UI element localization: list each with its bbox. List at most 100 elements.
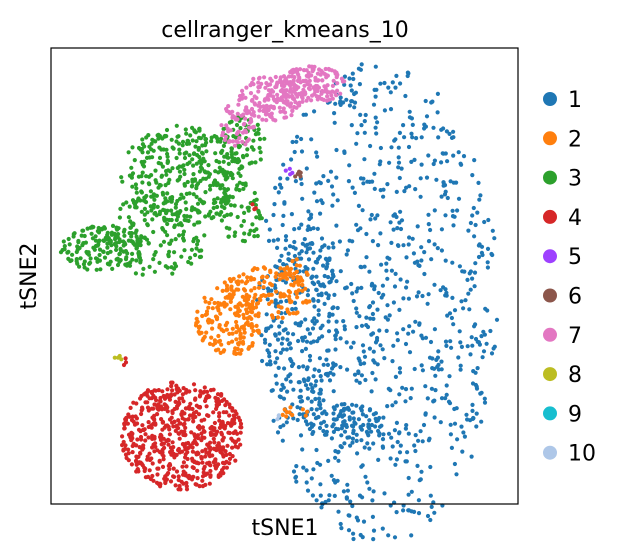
legend-label-1: 1: [568, 88, 582, 113]
point-cluster-1: [299, 181, 304, 187]
point-cluster-4: [238, 442, 243, 447]
point-cluster-3: [215, 136, 220, 141]
point-cluster-1: [491, 346, 496, 351]
point-cluster-3: [160, 164, 165, 169]
point-cluster-4: [170, 388, 175, 393]
point-cluster-4: [202, 385, 207, 390]
point-cluster-3: [182, 248, 187, 253]
point-cluster-1: [458, 363, 463, 368]
point-cluster-3: [98, 267, 103, 272]
point-cluster-1: [387, 256, 392, 261]
point-cluster-1: [303, 317, 308, 322]
point-cluster-1: [484, 341, 489, 346]
point-cluster-4: [213, 458, 218, 463]
point-cluster-1: [367, 269, 372, 274]
point-cluster-1: [299, 399, 305, 404]
point-cluster-4: [184, 464, 189, 469]
point-cluster-4: [200, 484, 205, 489]
point-cluster-7: [256, 103, 262, 108]
point-cluster-1: [451, 180, 456, 185]
point-cluster-1: [470, 213, 475, 218]
point-cluster-1: [398, 226, 404, 232]
point-cluster-7: [296, 78, 301, 84]
point-cluster-3: [163, 200, 168, 205]
point-cluster-7: [308, 83, 313, 88]
point-cluster-1: [271, 212, 276, 218]
legend-label-3: 3: [568, 167, 582, 192]
point-cluster-1: [264, 312, 269, 317]
point-cluster-2: [246, 346, 251, 351]
point-cluster-1: [406, 508, 411, 513]
point-cluster-1: [372, 87, 377, 92]
point-cluster-4: [217, 399, 222, 404]
point-cluster-3: [150, 137, 155, 142]
point-cluster-3: [133, 271, 138, 276]
point-cluster-7: [260, 117, 265, 122]
point-cluster-3: [105, 230, 110, 235]
point-cluster-1: [386, 85, 391, 90]
point-cluster-1: [471, 205, 476, 211]
point-cluster-3: [203, 137, 209, 142]
point-cluster-2: [212, 338, 217, 343]
point-cluster-3: [105, 245, 110, 250]
point-cluster-1: [370, 370, 375, 376]
point-cluster-2: [233, 304, 238, 309]
point-cluster-7: [226, 139, 231, 145]
point-cluster-2: [286, 289, 291, 294]
point-cluster-1: [434, 177, 439, 182]
point-cluster-4: [228, 421, 233, 426]
point-cluster-1: [485, 265, 490, 270]
point-cluster-1: [359, 438, 364, 443]
point-cluster-1: [320, 411, 325, 416]
point-cluster-1: [374, 419, 379, 424]
point-cluster-4: [167, 467, 172, 472]
point-cluster-1: [281, 213, 286, 218]
point-cluster-2: [207, 318, 212, 323]
point-cluster-1: [351, 410, 356, 415]
point-cluster-1: [339, 433, 344, 438]
point-cluster-4: [193, 440, 198, 445]
point-cluster-3: [129, 165, 134, 170]
point-cluster-3: [203, 214, 208, 219]
point-cluster-3: [110, 266, 115, 271]
point-cluster-1: [271, 418, 276, 423]
point-cluster-3: [198, 165, 203, 170]
point-cluster-6: [295, 171, 300, 176]
point-cluster-3: [135, 238, 140, 244]
point-cluster-1: [389, 435, 394, 440]
point-cluster-1: [394, 189, 399, 194]
point-cluster-1: [352, 105, 357, 110]
point-cluster-1: [456, 355, 461, 360]
point-cluster-4: [208, 440, 213, 445]
point-cluster-7: [273, 85, 278, 90]
point-cluster-1: [428, 493, 433, 498]
point-cluster-1: [264, 326, 269, 331]
point-cluster-4: [180, 416, 185, 421]
point-cluster-3: [198, 254, 204, 259]
point-cluster-1: [373, 377, 378, 382]
point-cluster-3: [140, 180, 145, 185]
point-cluster-3: [161, 207, 166, 212]
point-cluster-1: [477, 342, 482, 347]
point-cluster-1: [310, 493, 315, 498]
point-cluster-1: [394, 420, 399, 425]
point-cluster-1: [422, 250, 427, 255]
point-cluster-1: [314, 447, 319, 453]
point-cluster-4: [154, 398, 159, 403]
point-cluster-1: [448, 339, 453, 344]
point-cluster-2: [236, 342, 241, 347]
point-cluster-1: [432, 158, 437, 163]
point-cluster-1: [338, 336, 343, 341]
point-cluster-7: [224, 106, 229, 112]
point-cluster-1: [320, 244, 325, 250]
point-cluster-1: [319, 421, 324, 426]
point-cluster-7: [324, 75, 329, 80]
point-cluster-3: [252, 190, 257, 196]
point-cluster-7: [330, 96, 335, 101]
point-cluster-3: [191, 151, 196, 156]
point-cluster-1: [350, 291, 355, 296]
point-cluster-1: [485, 260, 490, 265]
point-cluster-7: [315, 71, 320, 76]
point-cluster-1: [388, 90, 393, 95]
